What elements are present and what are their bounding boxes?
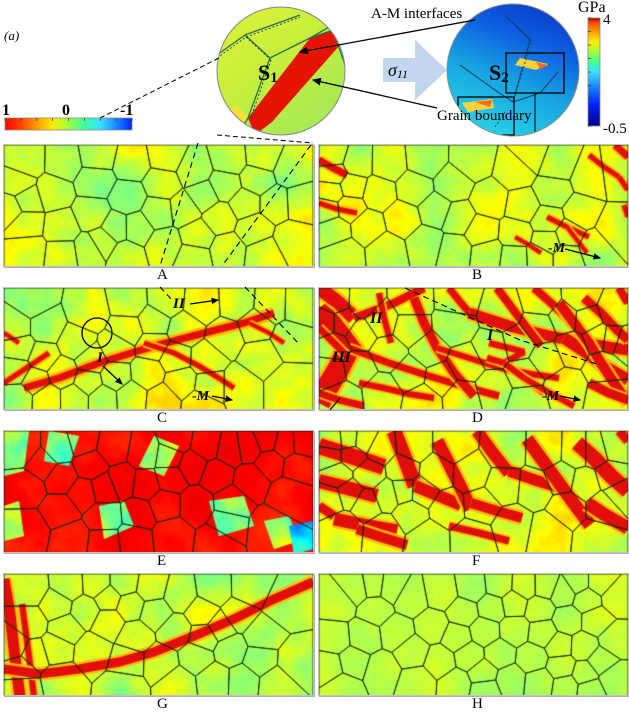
svg-text:III: III: [331, 349, 351, 366]
svg-text:I: I: [486, 327, 494, 344]
svg-text:-M: -M: [548, 241, 566, 256]
svg-text:II: II: [172, 296, 186, 312]
svg-text:II: II: [369, 310, 383, 327]
svg-text:-M: -M: [192, 389, 210, 404]
svg-text:I: I: [96, 350, 104, 366]
svg-text:-M: -M: [542, 389, 560, 404]
